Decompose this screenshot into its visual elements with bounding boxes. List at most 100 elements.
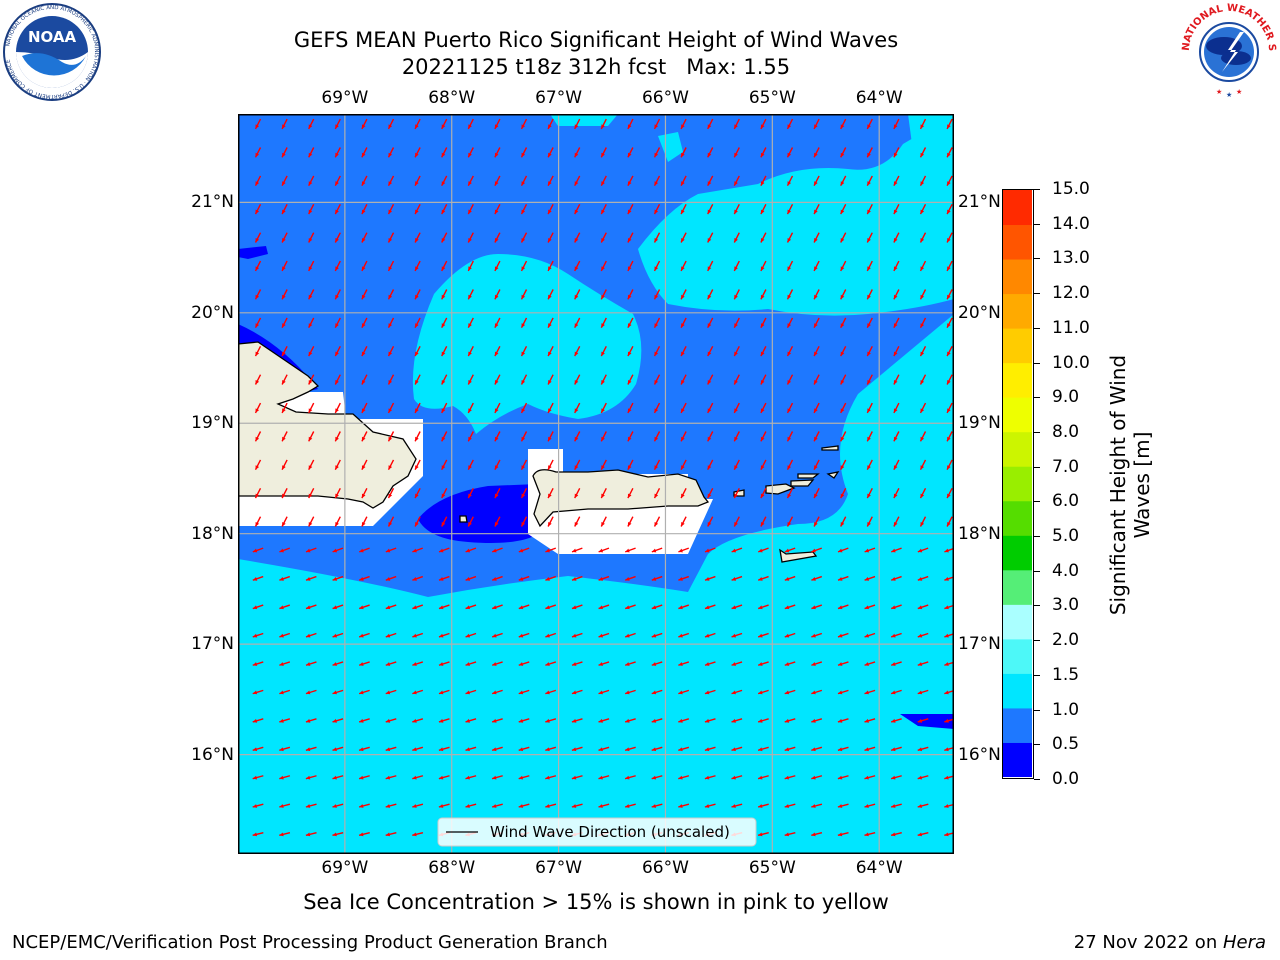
wind-wave-arrow — [598, 803, 610, 808]
wind-wave-arrow — [308, 118, 315, 130]
wind-wave-arrow — [600, 147, 607, 158]
wind-wave-arrow — [547, 317, 554, 329]
wind-wave-arrow — [281, 345, 288, 357]
wind-wave-arrow — [813, 289, 820, 300]
wind-wave-arrow — [680, 260, 687, 272]
wind-wave-arrow — [813, 374, 820, 385]
lat-tick-label-left: 18°N — [191, 523, 234, 544]
wind-wave-arrow — [545, 689, 557, 695]
wind-wave-arrow — [574, 260, 581, 272]
wind-wave-arrow — [385, 689, 397, 695]
wind-wave-arrow — [279, 575, 291, 581]
wind-wave-arrow — [707, 289, 714, 300]
colorbar-tick-mark — [1034, 536, 1040, 538]
wind-wave-arrow — [545, 775, 557, 780]
wind-wave-arrow — [254, 487, 262, 499]
wind-wave-arrow — [252, 718, 264, 723]
wind-wave-arrow — [653, 260, 661, 272]
colorbar-tick-label: 6.0 — [1052, 491, 1080, 512]
colorbar-band — [1003, 328, 1032, 364]
wind-wave-arrow — [707, 317, 714, 329]
nws-logo: NATIONAL WEATHER SERVICE ★ ★ ★ — [1174, 0, 1280, 100]
wind-wave-arrow — [441, 175, 448, 187]
wind-wave-arrow — [757, 718, 769, 723]
wind-wave-arrow — [412, 632, 424, 638]
wind-wave-arrow — [651, 718, 663, 723]
wind-wave-arrow — [465, 775, 477, 780]
wind-wave-arrow — [919, 402, 927, 414]
colorbar-band — [1003, 535, 1032, 571]
wind-wave-arrow — [334, 232, 341, 243]
wind-wave-arrow — [627, 203, 634, 215]
wind-wave-arrow — [890, 746, 902, 752]
wind-wave-arrow — [281, 147, 288, 158]
wind-wave-arrow — [600, 260, 607, 272]
wind-wave-arrow — [917, 775, 929, 780]
wind-wave-arrow — [387, 317, 395, 329]
wind-wave-arrow — [837, 632, 849, 638]
wind-wave-arrow — [465, 632, 477, 638]
wind-wave-arrow — [757, 746, 769, 752]
lon-tick-label-bottom: 64°W — [855, 858, 903, 878]
map-canvas[interactable]: Wind Wave Direction (unscaled) — [238, 114, 954, 854]
wind-wave-arrow — [784, 547, 796, 553]
wind-wave-arrow — [653, 431, 661, 442]
wind-wave-arrow — [332, 718, 344, 723]
wind-wave-arrow — [600, 345, 607, 357]
lat-tick-label-right: 21°N — [958, 192, 1001, 213]
wind-wave-arrow — [387, 260, 395, 272]
wind-wave-arrow — [387, 118, 395, 130]
wind-wave-arrow — [893, 459, 900, 471]
wind-wave-arrow — [813, 487, 820, 499]
wind-wave-arrow — [441, 232, 448, 243]
lon-tick-label-top: 64°W — [855, 88, 903, 108]
wind-wave-arrow — [358, 803, 370, 808]
wind-wave-arrow — [574, 516, 581, 527]
wind-wave-arrow — [438, 775, 450, 780]
wind-wave-arrow — [627, 289, 634, 300]
wind-wave-arrow — [864, 547, 876, 553]
wind-wave-arrow — [441, 260, 448, 272]
wind-wave-arrow — [414, 147, 421, 158]
wind-wave-arrow — [811, 689, 823, 695]
wind-wave-arrow — [811, 632, 823, 638]
wind-wave-arrow — [385, 746, 397, 752]
wind-wave-arrow — [518, 632, 530, 638]
lat-tick-label-right: 17°N — [958, 634, 1001, 655]
wind-wave-arrow — [811, 604, 823, 610]
wind-wave-arrow — [361, 431, 368, 442]
wind-wave-arrow — [704, 604, 716, 610]
wind-wave-arrow — [361, 203, 368, 215]
wind-wave-arrow — [678, 632, 690, 638]
wind-wave-arrow — [305, 689, 317, 695]
colorbar-band — [1003, 707, 1032, 743]
lon-tick-label-top: 68°W — [428, 88, 476, 108]
wind-wave-arrow — [574, 402, 581, 414]
wind-wave-arrow — [813, 175, 820, 187]
wind-wave-arrow — [571, 632, 583, 638]
wind-wave-arrow — [520, 374, 528, 385]
wind-wave-arrow — [494, 175, 501, 187]
wind-wave-arrow — [731, 547, 743, 553]
colorbar-label-line1: Significant Height of Wind — [1106, 354, 1130, 616]
wind-wave-arrow — [811, 718, 823, 723]
wind-wave-arrow — [518, 547, 530, 553]
wind-wave-arrow — [438, 575, 450, 581]
colorbar-label: Significant Height of Wind Waves [m] — [1106, 325, 1154, 645]
wind-wave-arrow — [571, 746, 583, 752]
wind-wave-arrow — [600, 487, 607, 499]
wind-wave-arrow — [600, 175, 607, 187]
wind-wave-arrow — [547, 431, 554, 442]
lat-tick-label-right: 20°N — [958, 302, 1001, 323]
wind-wave-arrow — [757, 831, 769, 837]
wind-wave-arrow — [545, 718, 557, 723]
wind-wave-arrow — [707, 374, 714, 385]
wind-wave-arrow — [813, 402, 820, 414]
wind-wave-arrow — [707, 118, 714, 130]
wind-wave-arrow — [358, 775, 370, 780]
wind-wave-arrow — [281, 374, 288, 385]
wind-wave-arrow — [467, 487, 474, 499]
wind-wave-arrow — [624, 547, 636, 553]
wind-wave-arrow — [494, 289, 501, 300]
wind-wave-arrow — [441, 118, 448, 130]
